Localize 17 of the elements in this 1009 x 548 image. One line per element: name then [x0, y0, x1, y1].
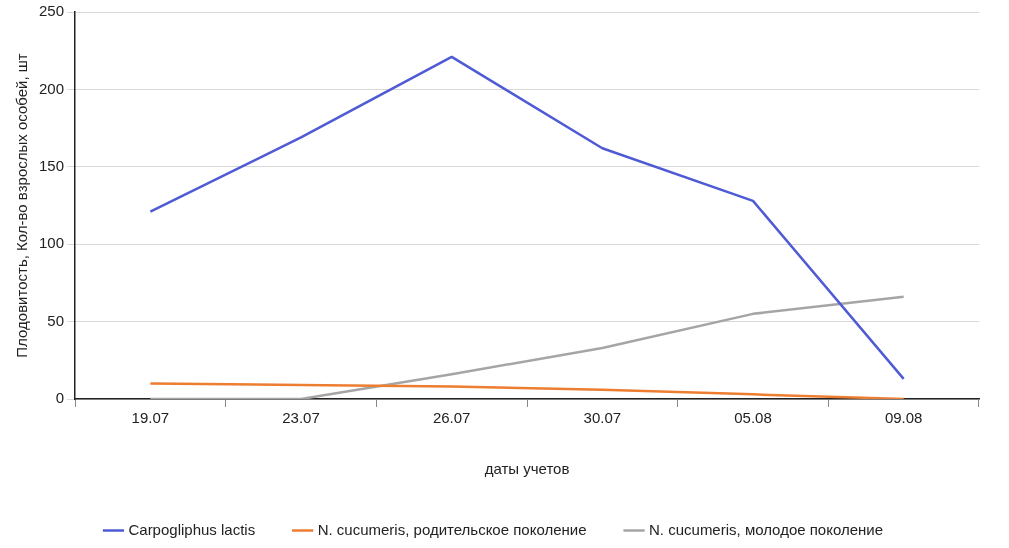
- y-tick-label: 200: [39, 79, 65, 97]
- x-axis-title: даты учетов: [484, 460, 570, 478]
- y-axis-title: Плодовитость, Кол-во взрослых особей, шт: [13, 53, 31, 358]
- y-tick-label: 0: [55, 389, 65, 407]
- y-tick-label: 50: [47, 311, 65, 329]
- x-tick-label: 23.07: [282, 409, 320, 427]
- x-tick-label: 19.07: [131, 409, 170, 427]
- y-tick-label: 100: [39, 234, 65, 252]
- legend-label: N. cucumeris, молодое поколение: [649, 520, 884, 538]
- y-tick-label: 250: [39, 2, 65, 20]
- x-tick-label: 09.08: [884, 409, 923, 427]
- x-tick-label: 26.07: [432, 409, 471, 427]
- legend-label: Carpogliphus lactis: [128, 520, 256, 538]
- legend-label: N. cucumeris, родительское поколение: [317, 520, 587, 538]
- x-tick-label: 05.08: [734, 409, 772, 427]
- y-tick-label: 150: [39, 156, 65, 174]
- x-tick-label: 30.07: [583, 409, 622, 427]
